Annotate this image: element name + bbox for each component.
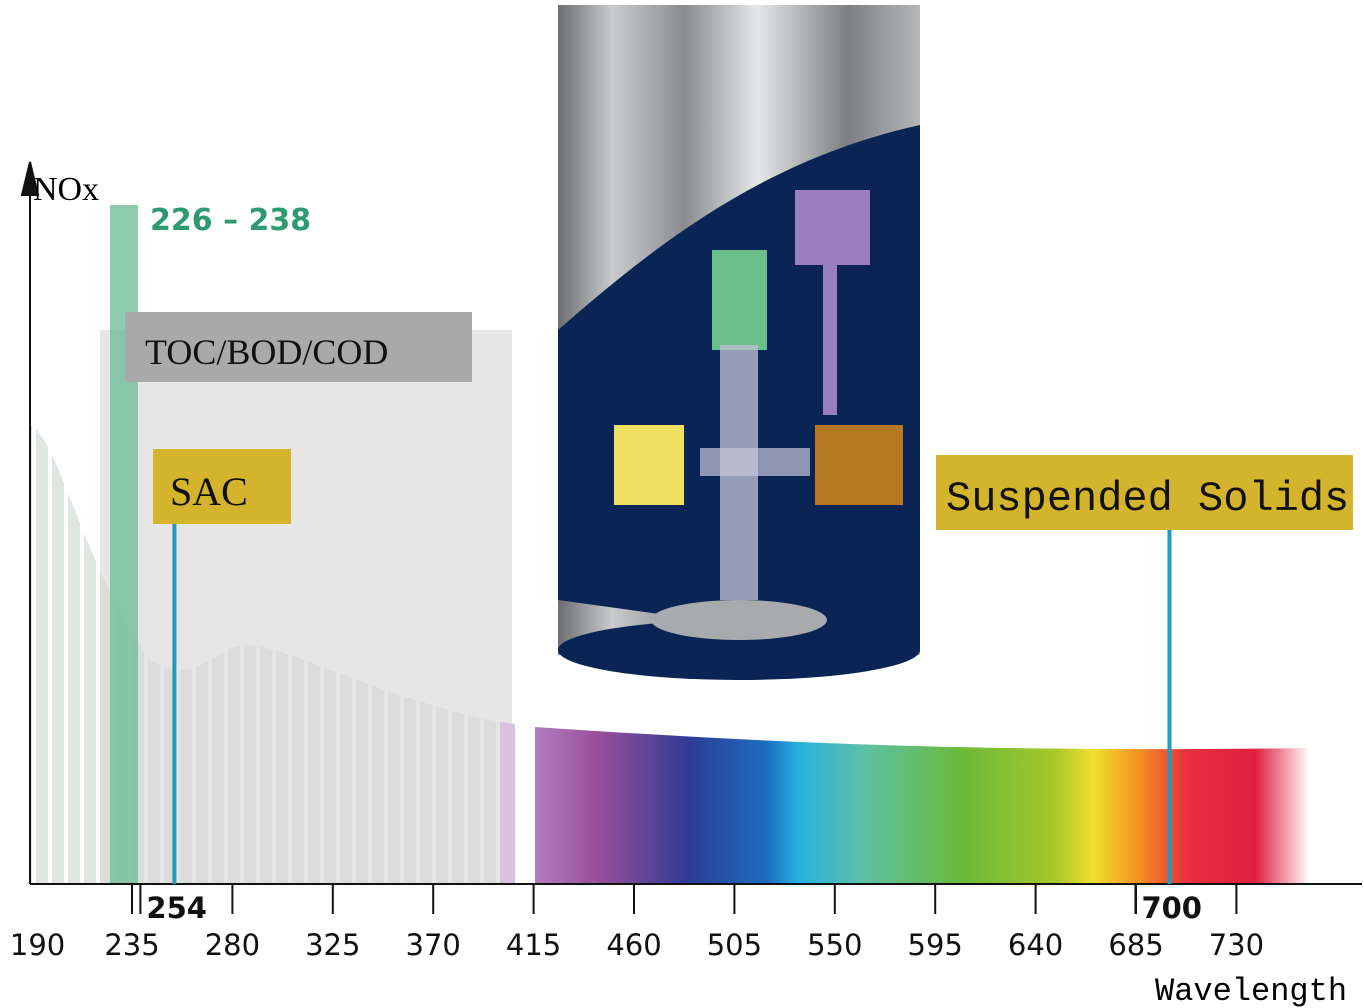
tick-label: 325 (305, 928, 360, 962)
tick-label: 730 (1209, 928, 1264, 962)
tick-label: 280 (205, 928, 260, 962)
background-art (30, 5, 1310, 884)
tick-label: 595 (908, 928, 963, 962)
tick-label: 190 (10, 928, 65, 962)
tick-label: 640 (1008, 928, 1063, 962)
y-axis-label: NOx (33, 171, 99, 208)
toc-label: TOC/BOD/COD (145, 332, 388, 372)
marker-label: 700 (1141, 891, 1202, 925)
tick-label: 505 (707, 928, 762, 962)
solids-box (936, 455, 1353, 530)
solids-label: Suspended Solids (946, 475, 1349, 523)
toc-box (125, 312, 472, 382)
marker-label: 254 (146, 891, 207, 925)
tick-label: 370 (406, 928, 461, 962)
tick-label: 550 (807, 928, 862, 962)
x-axis-label: Wavelength (1155, 973, 1347, 1008)
tick-label: 235 (104, 928, 159, 962)
tick-label: 460 (606, 928, 661, 962)
axes (20, 161, 1362, 885)
sac-box (153, 449, 291, 524)
nox-band-label: 226 – 238 (150, 203, 311, 238)
tick-label: 415 (506, 928, 561, 962)
sac-label: SAC (170, 469, 248, 514)
tick-label: 685 (1108, 928, 1163, 962)
